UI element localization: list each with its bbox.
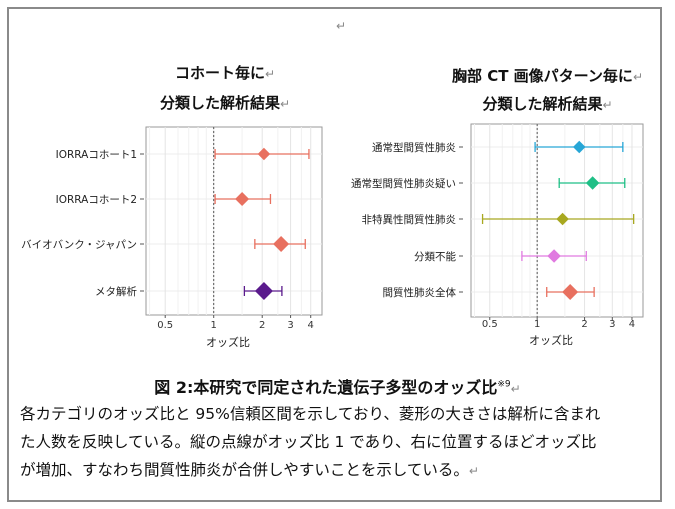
- caption-body: 各カテゴリのオッズ比と 95%信頼区間を示しており、菱形の大きさは解析に含まれ …: [20, 400, 660, 485]
- x-axis-label: オッズ比: [529, 333, 573, 347]
- row-label: 通常型間質性肺炎: [372, 141, 456, 154]
- estimate-diamond: [257, 147, 271, 161]
- x-tick-label: 4: [308, 320, 314, 331]
- caption-line: 各カテゴリのオッズ比と 95%信頼区間を示しており、菱形の大きさは解析に含まれ: [20, 405, 601, 423]
- right-title-line-1: 胸部 CT 画像パターン毎に↵: [452, 67, 643, 85]
- estimate-diamond: [562, 284, 579, 300]
- estimate-diamond: [254, 282, 273, 300]
- estimate-diamond: [235, 192, 250, 206]
- x-tick-label: 3: [287, 320, 293, 331]
- x-tick-label: 3: [609, 319, 615, 330]
- left-title-line-2: 分類した解析結果↵: [159, 94, 291, 112]
- x-axis-label: オッズ比: [206, 335, 250, 349]
- x-tick-label: 2: [259, 320, 265, 331]
- figure-frame: [7, 7, 662, 502]
- plot-panel: [470, 123, 644, 318]
- left-title-line-1: コホート毎に↵: [174, 64, 276, 82]
- row-label: バイオバンク・ジャパン: [21, 239, 137, 251]
- estimate-diamond: [572, 140, 586, 154]
- x-tick-label: 1: [534, 319, 540, 330]
- x-tick-label: 1: [211, 320, 217, 331]
- right-title-line-2: 分類した解析結果↵: [482, 95, 613, 113]
- row-label: 通常型間質性肺炎疑い: [351, 177, 456, 190]
- caption-title: 図 2:本研究で同定された遺伝子多型のオッズ比※9↵: [154, 378, 521, 397]
- row-label: IORRAコホート1: [56, 149, 137, 161]
- row-label: IORRAコホート2: [56, 194, 137, 206]
- row-label: 非特異性間質性肺炎: [362, 213, 457, 226]
- x-tick-label: 2: [581, 319, 587, 330]
- row-label: メタ解析: [95, 285, 137, 298]
- return-mark: ↵: [336, 19, 347, 33]
- row-label: 分類不能: [414, 250, 456, 263]
- estimate-diamond: [547, 249, 561, 263]
- estimate-diamond: [273, 236, 290, 252]
- estimate-diamond: [556, 212, 569, 226]
- caption-line: た人数を反映している。縦の点線がオッズ比 1 であり、右に位置するほどオッズ比: [20, 433, 597, 451]
- x-tick-label: 4: [629, 319, 635, 330]
- caption-line: が増加、すなわち間質性肺炎が合併しやすいことを示している。↵: [20, 461, 479, 479]
- x-tick-label: 0.5: [482, 319, 498, 330]
- x-tick-label: 0.5: [157, 320, 173, 331]
- row-label: 間質性肺炎全体: [383, 286, 457, 299]
- estimate-diamond: [585, 176, 600, 190]
- plot-panel: [145, 126, 323, 316]
